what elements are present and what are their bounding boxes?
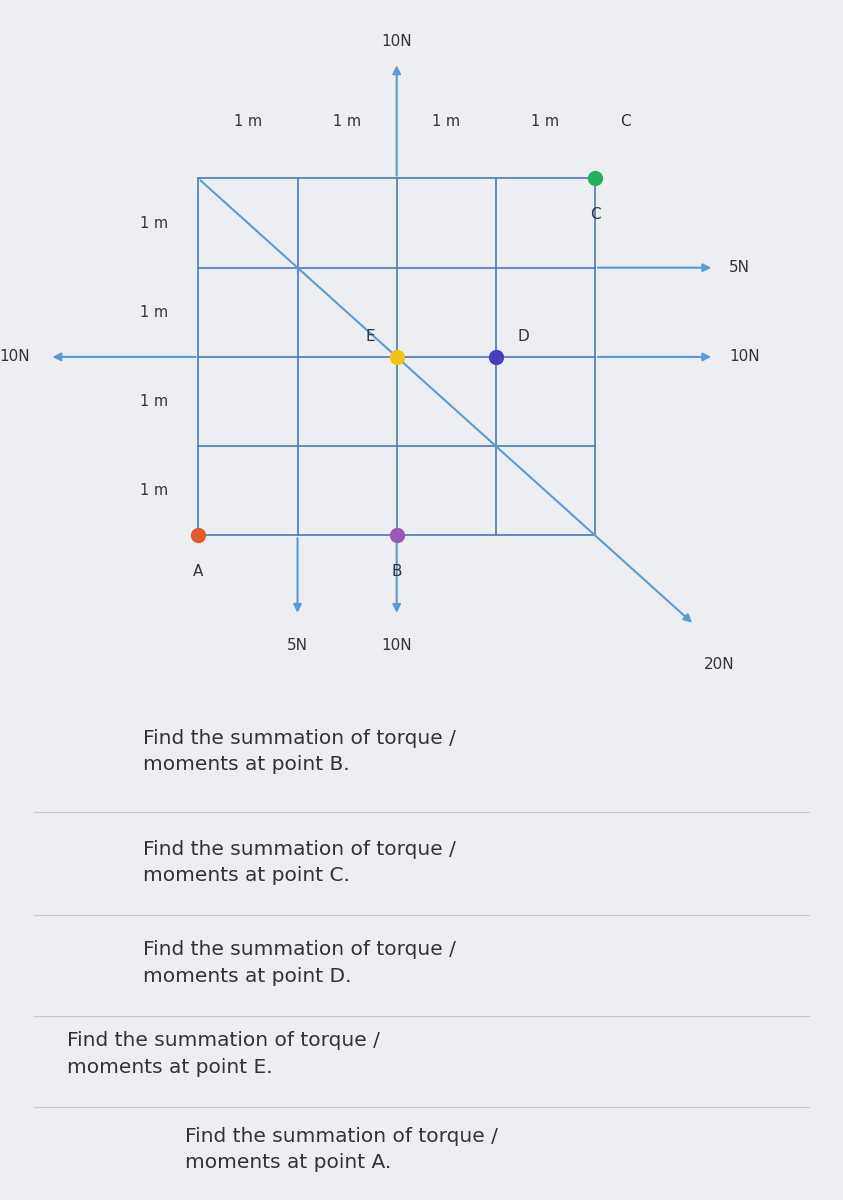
Text: 1 m: 1 m bbox=[141, 484, 169, 498]
Text: 10N: 10N bbox=[729, 349, 760, 365]
Text: C: C bbox=[590, 208, 600, 222]
Text: 1 m: 1 m bbox=[234, 114, 262, 130]
Text: 1 m: 1 m bbox=[333, 114, 361, 130]
Text: E: E bbox=[365, 329, 375, 343]
Text: 10N: 10N bbox=[381, 638, 412, 653]
Text: 20N: 20N bbox=[704, 658, 735, 672]
Text: 10N: 10N bbox=[0, 349, 30, 365]
Text: C: C bbox=[620, 114, 631, 130]
Text: 1 m: 1 m bbox=[531, 114, 560, 130]
Text: 5N: 5N bbox=[287, 638, 308, 653]
Text: 5N: 5N bbox=[729, 260, 750, 275]
Text: B: B bbox=[391, 564, 402, 578]
Text: 1 m: 1 m bbox=[141, 305, 169, 320]
Text: Find the summation of torque /
moments at point B.: Find the summation of torque / moments a… bbox=[143, 728, 456, 774]
Text: Find the summation of torque /
moments at point A.: Find the summation of torque / moments a… bbox=[185, 1127, 498, 1172]
Text: 1 m: 1 m bbox=[432, 114, 460, 130]
Text: Find the summation of torque /
moments at point D.: Find the summation of torque / moments a… bbox=[143, 941, 456, 986]
Text: 10N: 10N bbox=[381, 34, 412, 49]
Text: 1 m: 1 m bbox=[141, 394, 169, 409]
Text: Find the summation of torque /
moments at point E.: Find the summation of torque / moments a… bbox=[67, 1031, 380, 1076]
Text: D: D bbox=[518, 329, 529, 343]
Text: Find the summation of torque /
moments at point C.: Find the summation of torque / moments a… bbox=[143, 840, 456, 886]
Text: 1 m: 1 m bbox=[141, 216, 169, 230]
Text: A: A bbox=[193, 564, 203, 578]
